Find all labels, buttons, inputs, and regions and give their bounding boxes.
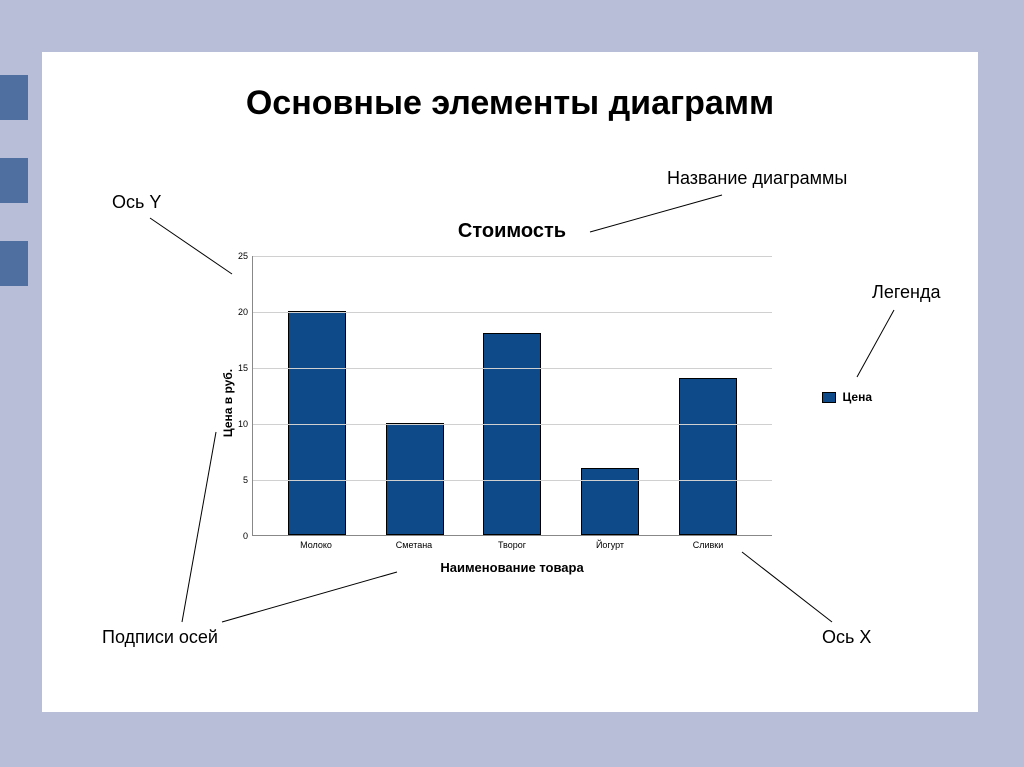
chart-title: Стоимость <box>152 220 872 243</box>
bar <box>386 423 444 535</box>
x-tick-label: Йогурт <box>581 540 639 550</box>
grid-line <box>253 256 772 257</box>
bar <box>679 378 737 535</box>
side-tab <box>0 75 28 120</box>
grid-line <box>253 312 772 313</box>
x-labels: Молоко Сметана Творог Йогурт Сливки <box>252 540 772 550</box>
y-tick-label: 10 <box>218 419 248 429</box>
slide-title: Основные элементы диаграмм <box>42 84 978 123</box>
annotation-chart-title: Название диаграммы <box>667 168 847 189</box>
side-tabs <box>0 0 28 324</box>
annotation-y-axis: Ось Y <box>112 192 161 213</box>
annotation-legend: Легенда <box>872 282 940 303</box>
x-tick-label: Молоко <box>287 540 345 550</box>
x-tick-label: Сливки <box>679 540 737 550</box>
annotation-axis-labels: Подписи осей <box>102 627 218 648</box>
side-tab <box>0 241 28 286</box>
slide: Основные элементы диаграмм Ось Y Названи… <box>42 52 978 712</box>
annotation-x-axis: Ось X <box>822 627 871 648</box>
x-tick-label: Сметана <box>385 540 443 550</box>
y-tick-label: 5 <box>218 475 248 485</box>
bar <box>288 311 346 535</box>
grid-line <box>253 368 772 369</box>
plot-area <box>252 256 772 536</box>
legend-swatch <box>822 392 836 403</box>
grid-line <box>253 424 772 425</box>
y-tick-label: 0 <box>218 531 248 541</box>
y-tick-label: 20 <box>218 307 248 317</box>
bars-group <box>253 256 772 535</box>
x-axis-label: Наименование товара <box>252 560 772 575</box>
bar <box>581 468 639 535</box>
y-tick-label: 15 <box>218 363 248 373</box>
side-tab <box>0 158 28 203</box>
x-tick-label: Творог <box>483 540 541 550</box>
y-ticks: 0510152025 <box>212 256 252 536</box>
legend: Цена <box>822 390 872 404</box>
chart-container: Стоимость Цена в руб. 0510152025 МолокоС… <box>152 220 872 600</box>
y-tick-label: 25 <box>218 251 248 261</box>
legend-text: Цена <box>842 390 872 404</box>
grid-line <box>253 480 772 481</box>
bar <box>483 333 541 535</box>
